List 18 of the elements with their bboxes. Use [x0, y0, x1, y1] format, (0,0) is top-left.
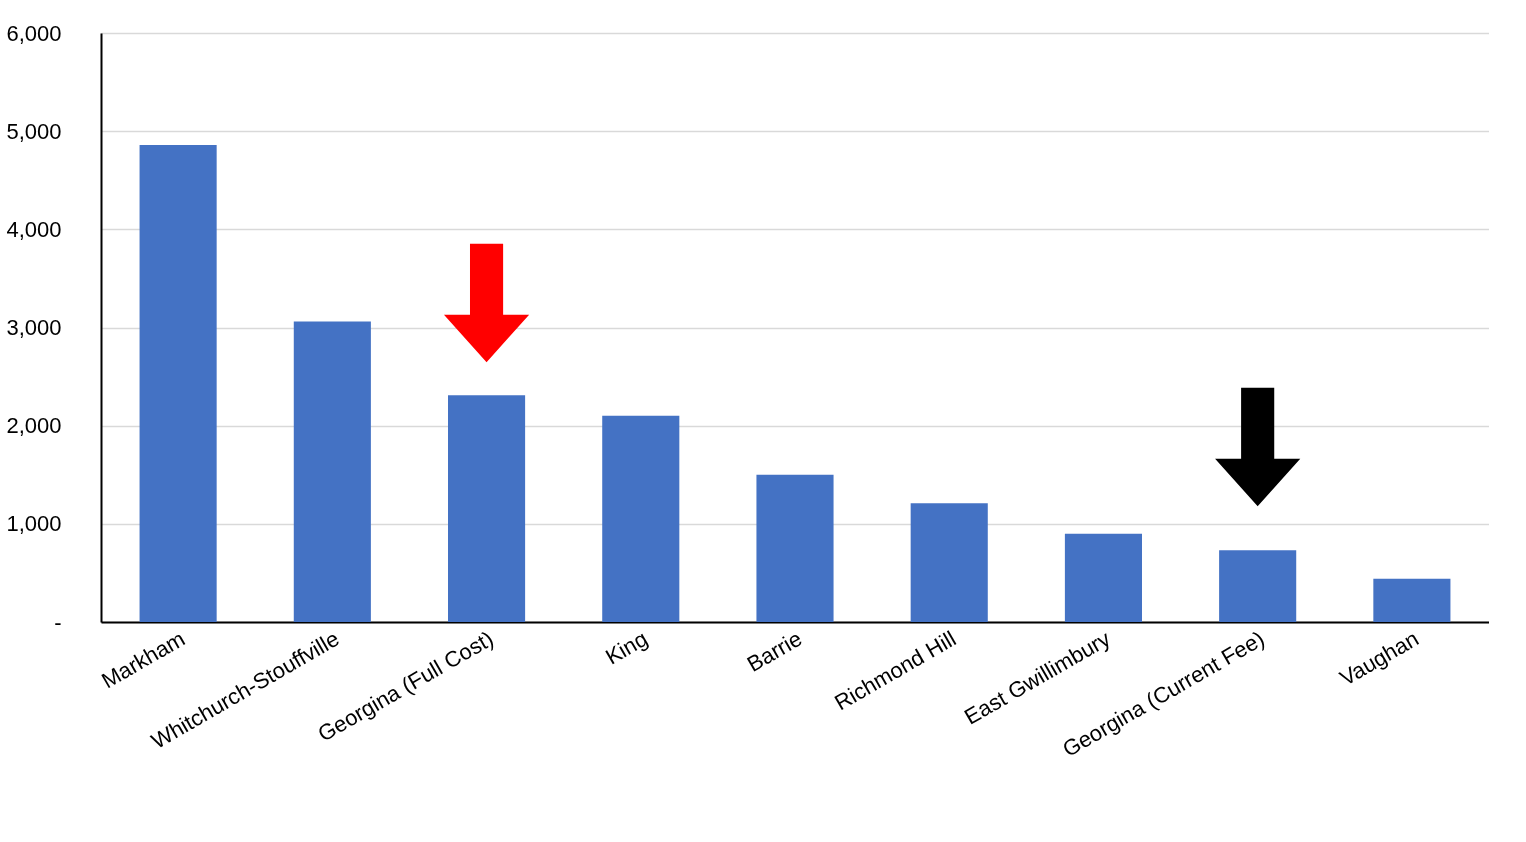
bar: [910, 503, 988, 622]
bar: [756, 474, 834, 622]
bar: [602, 415, 680, 622]
bar: [448, 395, 526, 622]
y-tick-label: 2,000: [6, 413, 62, 439]
y-tick-label: 1,000: [6, 511, 62, 537]
y-tick-label: 3,000: [6, 315, 62, 340]
y-tick-label: -: [54, 609, 62, 635]
x-tick-label: Barrie: [742, 625, 806, 677]
y-tick-label: 4,000: [6, 216, 62, 242]
y-tick-label: 5,000: [6, 118, 62, 144]
bar: [293, 321, 371, 622]
bar: [1064, 533, 1142, 622]
bar: [1373, 578, 1451, 622]
x-tick-label: King: [601, 625, 652, 670]
bar: [139, 144, 217, 622]
bar: [1219, 550, 1297, 622]
y-tick-label: 6,000: [6, 20, 62, 46]
